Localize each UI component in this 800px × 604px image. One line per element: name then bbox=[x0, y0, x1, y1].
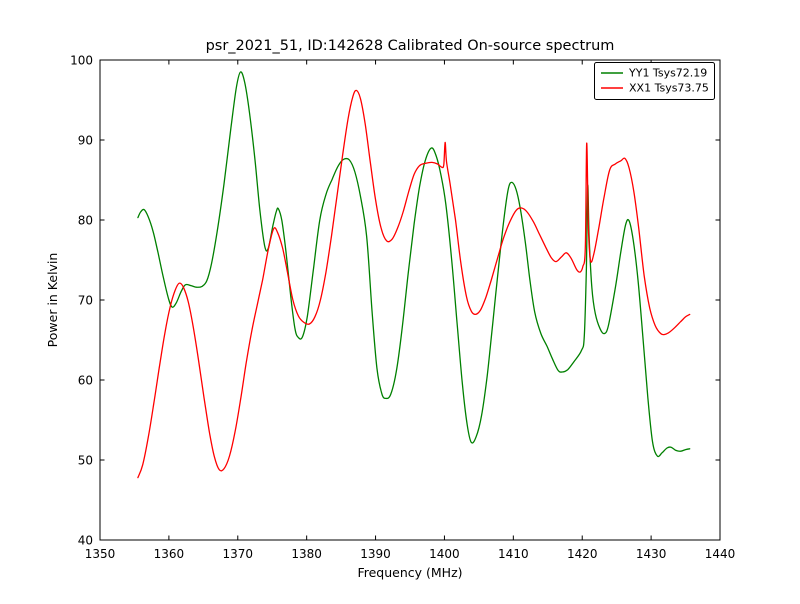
x-tick-label: 1430 bbox=[636, 547, 667, 561]
x-tick-label: 1410 bbox=[498, 547, 529, 561]
y-tick-label: 100 bbox=[70, 54, 93, 68]
y-tick-label: 60 bbox=[78, 374, 93, 388]
x-tick-label: 1380 bbox=[291, 547, 322, 561]
x-axis-label: Frequency (MHz) bbox=[357, 565, 462, 580]
x-tick-label: 1420 bbox=[567, 547, 598, 561]
x-tick-label: 1390 bbox=[360, 547, 391, 561]
x-tick-label: 1360 bbox=[154, 547, 185, 561]
y-tick-label: 40 bbox=[78, 534, 93, 548]
legend-label-xx1: XX1 Tsys73.75 bbox=[629, 82, 709, 95]
y-tick-label: 50 bbox=[78, 454, 93, 468]
series-lines bbox=[137, 71, 691, 479]
plot-area bbox=[99, 59, 721, 541]
y-tick-label: 80 bbox=[78, 214, 93, 228]
series-xx1-line bbox=[137, 89, 691, 479]
x-axis-ticks: 1350 1360 1370 1380 1390 1400 1410 1420 1430 1440 bbox=[85, 60, 736, 561]
legend: YY1 Tsys72.19 XX1 Tsys73.75 bbox=[594, 62, 715, 100]
legend-box bbox=[594, 62, 715, 100]
x-tick-label: 1440 bbox=[705, 547, 736, 561]
y-axis-label: Power in Kelvin bbox=[45, 253, 60, 348]
legend-label-yy1: YY1 Tsys72.19 bbox=[628, 67, 707, 80]
y-tick-label: 90 bbox=[78, 134, 93, 148]
series-yy1-line bbox=[137, 71, 691, 458]
chart-title: psr_2021_51, ID:142628 Calibrated On-sou… bbox=[206, 38, 615, 54]
y-axis-ticks: 40 50 60 70 80 90 100 bbox=[70, 54, 720, 548]
y-tick-label: 70 bbox=[78, 294, 93, 308]
x-tick-label: 1370 bbox=[223, 547, 254, 561]
x-tick-label: 1400 bbox=[429, 547, 460, 561]
x-tick-label: 1350 bbox=[85, 547, 116, 561]
